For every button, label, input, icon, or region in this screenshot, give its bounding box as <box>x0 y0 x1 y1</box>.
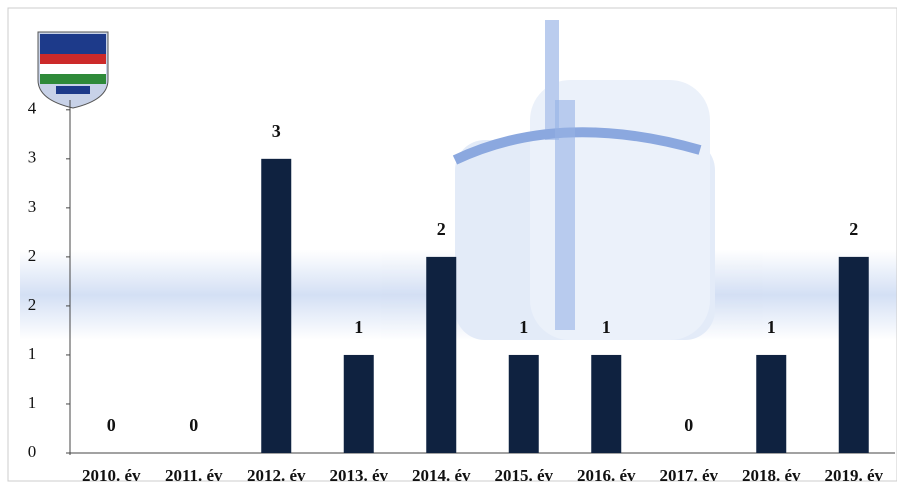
data-label: 0 <box>684 415 693 435</box>
x-tick-label: 2015. év <box>494 466 553 485</box>
y-tick-label: 0 <box>28 442 37 461</box>
y-tick-label: 1 <box>28 393 37 412</box>
data-label: 1 <box>767 317 776 337</box>
chart: 0 1 1 2 2 3 3 4 2010. év 0 2011. év 0 2012. év 3 2013.… <box>0 0 897 489</box>
x-tick-label: 2010. év <box>82 466 141 485</box>
x-tick-label: 2011. év <box>165 466 223 485</box>
data-label: 0 <box>189 415 198 435</box>
data-label: 3 <box>272 121 281 141</box>
x-tick-label: 2012. év <box>247 466 306 485</box>
x-tick-label: 2016. év <box>577 466 636 485</box>
bar <box>591 355 621 453</box>
bar <box>261 159 291 453</box>
y-tick-label: 1 <box>28 344 37 363</box>
bar <box>756 355 786 453</box>
x-tick-label: 2019. év <box>824 466 883 485</box>
data-label: 1 <box>602 317 611 337</box>
bar <box>839 257 869 453</box>
police-logo <box>38 32 108 108</box>
bar <box>509 355 539 453</box>
data-label: 2 <box>849 219 858 239</box>
y-tick-label: 3 <box>28 197 37 216</box>
y-tick-label: 2 <box>28 295 37 314</box>
page: 0 1 1 2 2 3 3 4 2010. év 0 2011. év 0 2012. év 3 2013.… <box>0 0 897 489</box>
data-label: 2 <box>437 219 446 239</box>
data-label: 1 <box>519 317 528 337</box>
data-label: 0 <box>107 415 116 435</box>
bar <box>344 355 374 453</box>
x-tick-label: 2014. év <box>412 466 471 485</box>
background-photo <box>20 20 897 340</box>
data-label: 1 <box>354 317 363 337</box>
y-tick-label: 2 <box>28 246 37 265</box>
x-tick-label: 2017. év <box>659 466 718 485</box>
x-tick-label: 2013. év <box>329 466 388 485</box>
y-tick-label: 3 <box>28 148 37 167</box>
bar <box>426 257 456 453</box>
y-tick-label: 4 <box>28 99 37 118</box>
x-tick-label: 2018. év <box>742 466 801 485</box>
